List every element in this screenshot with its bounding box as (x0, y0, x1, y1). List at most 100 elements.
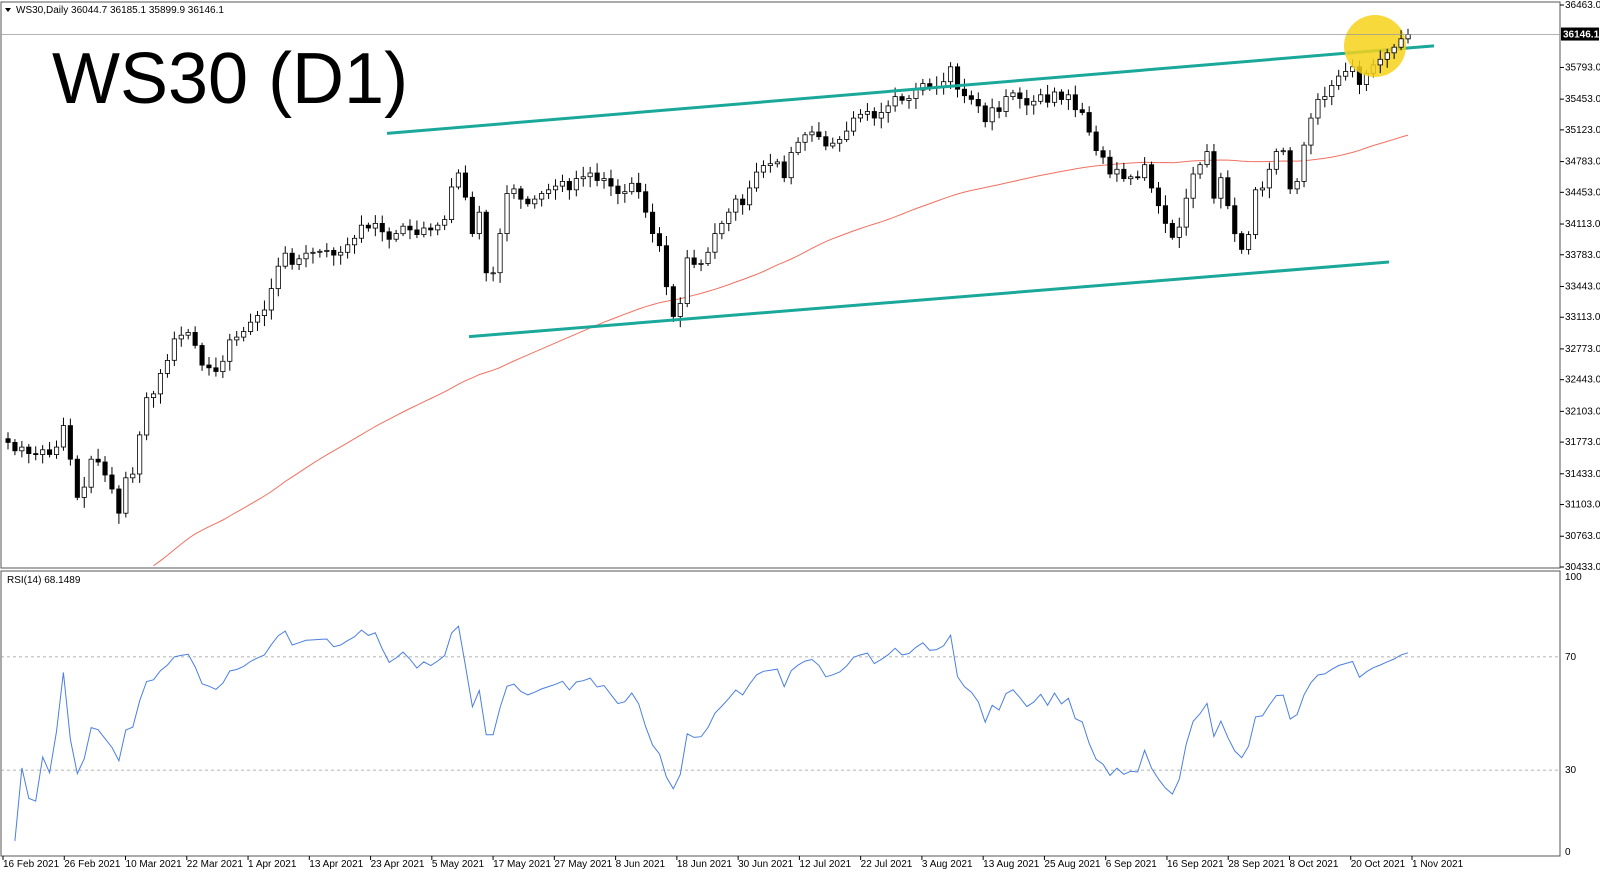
candle (1204, 144, 1210, 168)
candle (712, 223, 718, 259)
candle-body-up (1377, 58, 1383, 66)
candle (857, 109, 863, 123)
price-tick-label: 32443.0 (1565, 375, 1600, 386)
candle-body-up (733, 198, 739, 213)
candle (123, 471, 129, 518)
candle (546, 183, 552, 200)
candle-body-up (788, 152, 794, 179)
candle (1155, 181, 1162, 214)
candle-body-up (622, 191, 628, 194)
candle (12, 439, 18, 456)
moving-average-path (153, 134, 1409, 567)
candle-body-up (1065, 94, 1071, 100)
time-tick-label: 10 Mar 2021 (126, 859, 183, 870)
time-tick-label: 22 Mar 2021 (187, 859, 244, 870)
candle-body-up (234, 336, 240, 341)
dropdown-arrow-icon[interactable] (5, 8, 11, 12)
candle (539, 190, 545, 207)
candle (1294, 178, 1300, 194)
candle (795, 137, 801, 156)
candle-body-down (982, 105, 988, 123)
candle-body-up (601, 178, 607, 181)
price-tick-label: 30433.0 (1565, 562, 1600, 573)
candle (102, 456, 108, 482)
candle-body-up (677, 303, 683, 317)
candle (150, 390, 157, 408)
candle-body-up (1273, 151, 1279, 170)
candle-body-down (67, 425, 73, 460)
candle (587, 166, 593, 188)
candle-body-down (899, 96, 905, 101)
candle (719, 220, 725, 240)
candle-body-down (740, 198, 746, 206)
candle-body-down (469, 196, 475, 235)
candle-body-down (1107, 156, 1113, 175)
rsi-tick-label: 0 (1565, 847, 1571, 858)
candle (407, 219, 413, 240)
candle-body-up (754, 171, 760, 189)
candle (1114, 162, 1120, 182)
candle (331, 247, 337, 266)
candle (1287, 147, 1293, 194)
candle-body-down (781, 161, 787, 179)
candle-body-up (1294, 180, 1300, 190)
candle-body-up (1329, 85, 1335, 98)
price-tick-label: 35793.0 (1565, 62, 1600, 73)
candle (54, 440, 60, 459)
candle (386, 227, 392, 249)
symbol-info: WS30,Daily 36044.7 36185.1 35899.9 36146… (16, 5, 224, 16)
candle (948, 62, 954, 89)
rsi-line (14, 625, 1409, 841)
candle (185, 328, 191, 340)
candle (365, 222, 371, 232)
candle (760, 160, 766, 178)
candle (809, 125, 815, 142)
price-tick-label: 31103.0 (1565, 500, 1600, 511)
candle-body-up (1246, 234, 1252, 250)
candle (656, 227, 662, 252)
candle-body-up (878, 112, 884, 119)
candle-body-up (448, 186, 455, 220)
candle-body-up (774, 161, 780, 165)
candle (774, 158, 780, 168)
candle (622, 184, 628, 203)
candle (275, 257, 281, 297)
candle (421, 221, 427, 238)
candle-body-down (955, 66, 961, 90)
candle-body-up (296, 258, 302, 265)
candle (1225, 170, 1231, 210)
candle (837, 136, 843, 152)
rsi-label: RSI(14) 68.1489 (7, 575, 81, 586)
candle-body-up (303, 252, 309, 260)
candle-body-down (1155, 187, 1162, 207)
candle-body-up (1391, 46, 1397, 54)
candle (906, 95, 912, 109)
candle-body-up (275, 265, 281, 290)
time-tick-label: 16 Sep 2021 (1167, 859, 1224, 870)
candle-body-up (885, 105, 891, 113)
candle-body-up (851, 117, 857, 132)
candle (1169, 219, 1175, 240)
candle-body-down (1093, 131, 1099, 152)
time-tick-label: 26 Feb 2021 (64, 859, 121, 870)
candle (663, 236, 669, 296)
candle-body-down (1045, 94, 1051, 103)
candle (532, 195, 538, 209)
candle (428, 223, 434, 237)
candle (996, 101, 1002, 119)
candle (1266, 162, 1272, 199)
candle (234, 330, 240, 346)
time-tick-label: 18 Jun 2021 (677, 859, 732, 870)
candle (580, 166, 586, 187)
candle-body-up (345, 244, 351, 253)
candle-body-up (1052, 91, 1058, 103)
candle (497, 228, 503, 283)
candle-body-up (1384, 52, 1390, 60)
candle-body-down (289, 252, 295, 265)
candle (601, 172, 607, 189)
candle (982, 102, 988, 128)
candle-body-up (719, 222, 725, 235)
candle (47, 442, 53, 458)
candle-body-down (975, 99, 981, 107)
candle-body-down (1100, 150, 1106, 158)
